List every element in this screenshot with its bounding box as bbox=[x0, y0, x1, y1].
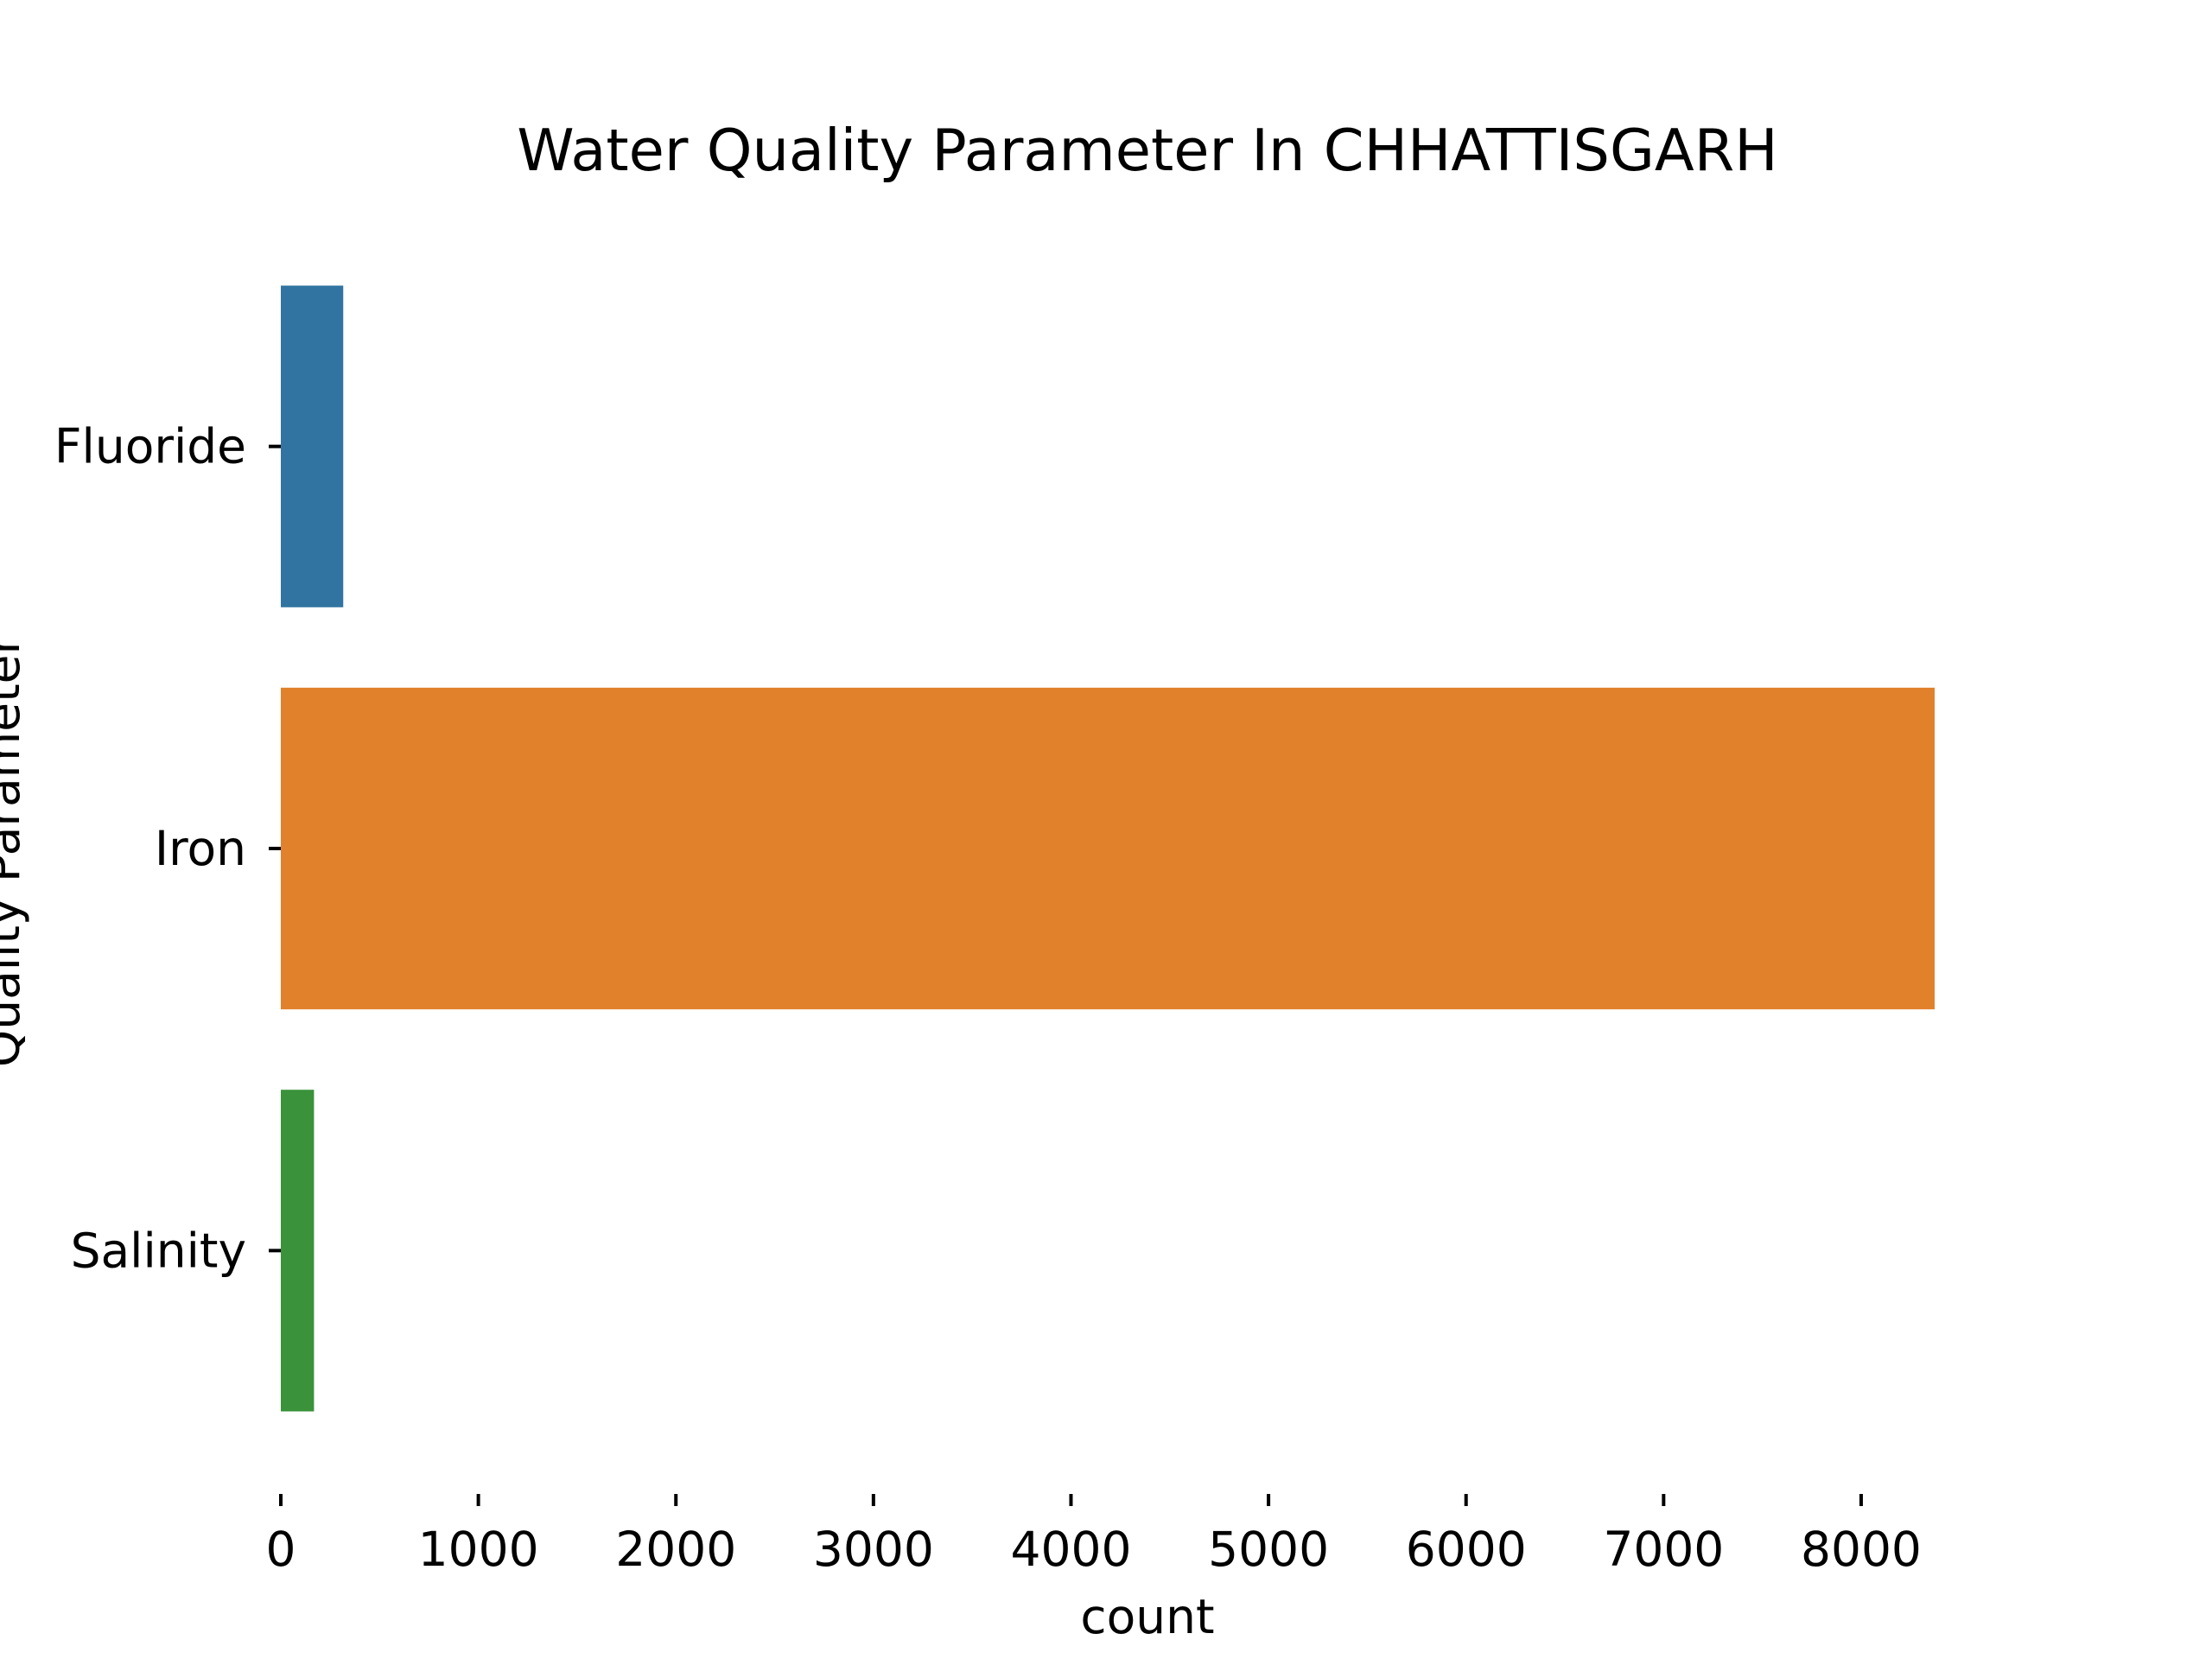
bar-fluoride bbox=[281, 285, 344, 607]
x-tick-label-6000: 6000 bbox=[1406, 1522, 1527, 1577]
x-axis-label: count bbox=[1080, 1589, 1214, 1644]
bar-salinity bbox=[281, 1090, 315, 1412]
y-tick-label-iron: Iron bbox=[155, 821, 246, 876]
x-axis: 0 1000 2000 3000 4000 5000 6000 7000 8000 bbox=[266, 1494, 1922, 1577]
x-tick-label-4000: 4000 bbox=[1010, 1522, 1131, 1577]
x-tick-label-0: 0 bbox=[266, 1522, 296, 1577]
chart-title: Water Quality Parameter In CHHATTISGARH bbox=[517, 117, 1777, 184]
x-tick-label-7000: 7000 bbox=[1603, 1522, 1724, 1577]
x-tick-label-2000: 2000 bbox=[615, 1522, 736, 1577]
y-tick-label-fluoride: Fluoride bbox=[54, 419, 246, 474]
x-tick-label-1000: 1000 bbox=[418, 1522, 539, 1577]
y-axis: Fluoride Iron Salinity bbox=[54, 419, 281, 1278]
y-axis-label: Quality Parameter bbox=[0, 635, 30, 1068]
bar-iron bbox=[281, 687, 1935, 1010]
x-tick-label-3000: 3000 bbox=[813, 1522, 934, 1577]
bars-group bbox=[281, 285, 1935, 1412]
x-tick-label-8000: 8000 bbox=[1801, 1522, 1922, 1577]
x-tick-label-5000: 5000 bbox=[1208, 1522, 1329, 1577]
y-tick-label-salinity: Salinity bbox=[71, 1223, 246, 1278]
